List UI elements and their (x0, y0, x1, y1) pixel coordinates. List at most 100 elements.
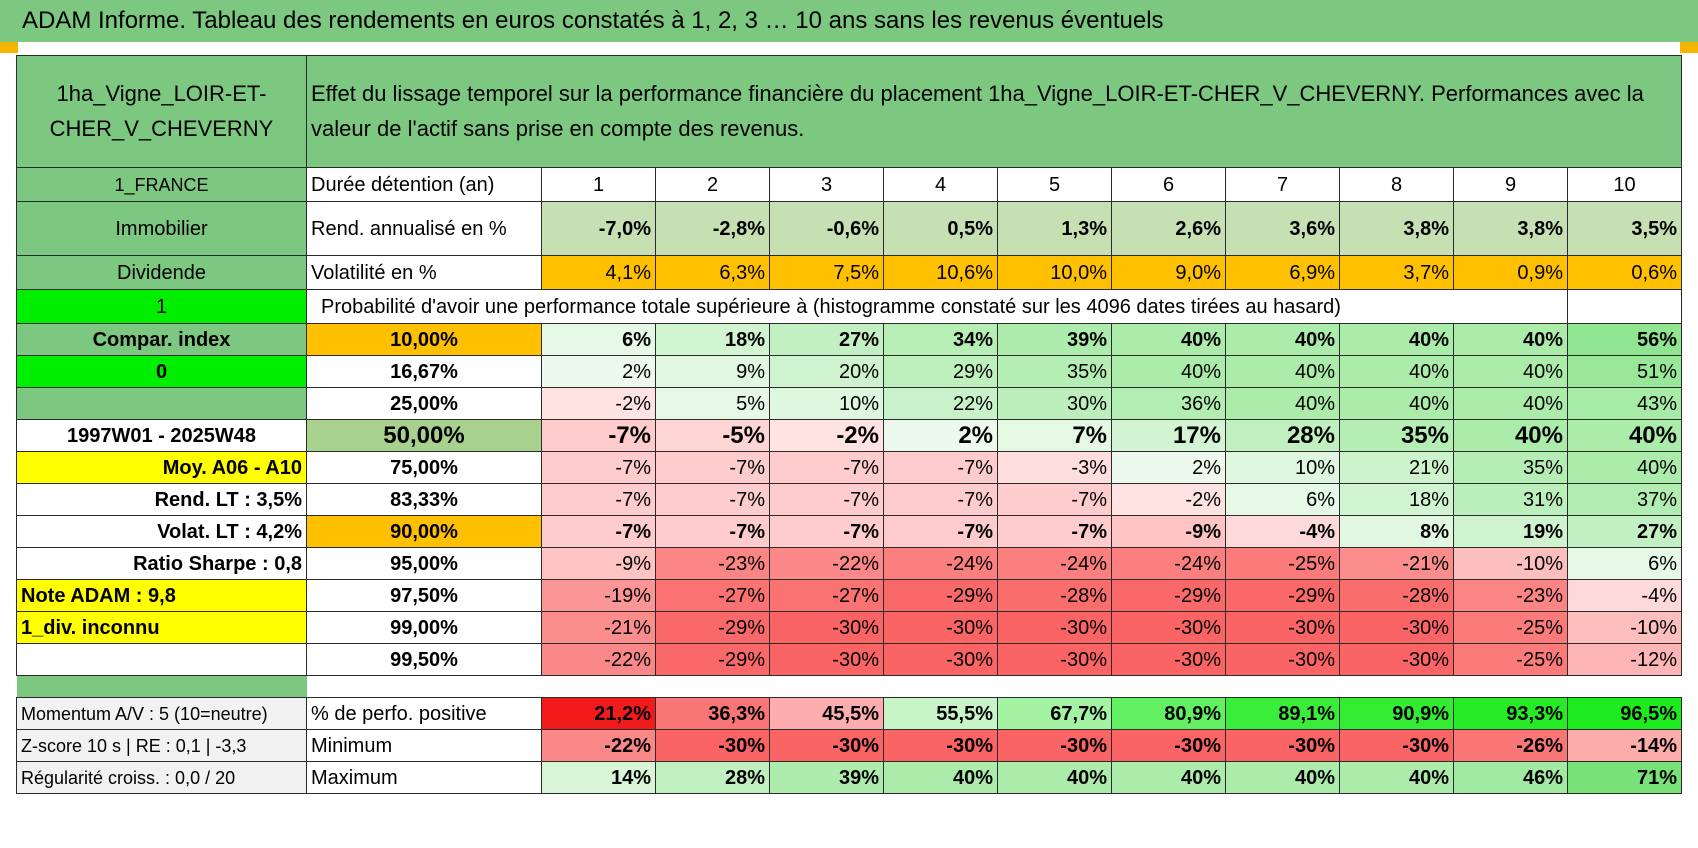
category-label: Immobilier (16, 201, 307, 256)
quantile-value: -7% (997, 483, 1112, 516)
rend-value-6: 2,6% (1111, 201, 1226, 256)
quantile-threshold: 99,50% (306, 643, 542, 676)
year-header-3: 3 (769, 167, 884, 202)
maximum-value: 46% (1453, 761, 1568, 794)
quantile-value: 5% (655, 387, 770, 420)
quantile-row: Ratio Sharpe : 0,8 95,00% -9% -23% -22% -24% -… (16, 547, 1682, 580)
quantile-value: -9% (1111, 515, 1226, 548)
minimum-value: -30% (1225, 729, 1340, 762)
quantile-value: 40% (1453, 387, 1568, 420)
quantile-value: 2% (541, 355, 656, 388)
zscore-label: Z-score 10 s | RE : 0,1 | -3,3 (16, 729, 307, 762)
quantile-value: 10% (1225, 451, 1340, 484)
quantile-row: Note ADAM : 9,8 97,50% -19% -27% -27% -29% -28… (16, 579, 1682, 612)
quantile-value: -24% (997, 547, 1112, 580)
quantile-threshold: 83,33% (306, 483, 542, 516)
quantile-value: -30% (769, 611, 884, 644)
rend-value-3: -0,6% (769, 201, 884, 256)
quantile-value: 7% (997, 419, 1112, 452)
quantile-value: -10% (1453, 547, 1568, 580)
quantile-value: 10% (769, 387, 884, 420)
vol-value-2: 6,3% (655, 255, 770, 290)
quantile-row: Moy. A06 - A10 75,00% -7% -7% -7% -7% -3% 2% 10%… (16, 451, 1682, 484)
quantile-value: -2% (1111, 483, 1226, 516)
quantile-value: -30% (1225, 611, 1340, 644)
quantile-value: 36% (1111, 387, 1226, 420)
quantile-value: 29% (883, 355, 998, 388)
compar-index-label: Compar. index (16, 323, 307, 356)
vol-value-3: 7,5% (769, 255, 884, 290)
div-label: 1_div. inconnu (16, 611, 307, 644)
pct-pos-value: 45,5% (769, 697, 884, 730)
quantile-value: 6% (541, 323, 656, 356)
quantile-value: -29% (1225, 579, 1340, 612)
quantile-value: 27% (769, 323, 884, 356)
quantile-value: 30% (997, 387, 1112, 420)
quantile-value: -21% (1339, 547, 1454, 580)
returns-table: 1ha_Vigne_LOIR-ET-CHER_V_CHEVERNY Effet … (16, 55, 1682, 794)
year-header-4: 4 (883, 167, 998, 202)
pct-pos-value: 96,5% (1567, 697, 1682, 730)
spacer-blank (307, 676, 1682, 698)
minimum-value: -30% (1339, 729, 1454, 762)
quantile-value: 51% (1567, 355, 1682, 388)
quantile-row: 99,50% -22% -29% -30% -30% -30% -30% -30% -30% -2… (16, 643, 1682, 676)
quantile-value: -28% (1339, 579, 1454, 612)
quantile-value: 40% (1225, 355, 1340, 388)
quantile-value: -29% (655, 611, 770, 644)
maximum-value: 40% (997, 761, 1112, 794)
maximum-row: Régularité croiss. : 0,0 / 20 Maximum 14% 2… (16, 761, 1682, 794)
maximum-value: 28% (655, 761, 770, 794)
quantile-value: 40% (1225, 387, 1340, 420)
quantile-value: 40% (1453, 419, 1568, 452)
vol-value-9: 0,9% (1453, 255, 1568, 290)
quantile-value: -4% (1567, 579, 1682, 612)
quantile-value: -28% (997, 579, 1112, 612)
quantile-value: -4% (1225, 515, 1340, 548)
proba-empty-10 (1567, 289, 1682, 324)
quantile-value: -7% (541, 515, 656, 548)
quantile-value: -7% (655, 483, 770, 516)
country-label: 1_FRANCE (16, 167, 307, 202)
minimum-value: -30% (769, 729, 884, 762)
quantile-value: 39% (997, 323, 1112, 356)
quantile-value: -7% (541, 483, 656, 516)
quantile-value: 40% (1111, 355, 1226, 388)
quantile-value: -22% (541, 643, 656, 676)
maximum-value: 40% (1339, 761, 1454, 794)
quantile-value: 2% (1111, 451, 1226, 484)
rend-value-9: 3,8% (1453, 201, 1568, 256)
quantile-value: -30% (1111, 611, 1226, 644)
vol-value-6: 9,0% (1111, 255, 1226, 290)
quantile-value: -19% (541, 579, 656, 612)
quantile-value: -22% (769, 547, 884, 580)
volat-lt-label: Volat. LT : 4,2% (16, 515, 307, 548)
quantile-value: 31% (1453, 483, 1568, 516)
quantile-value: 18% (655, 323, 770, 356)
quantile-value: 6% (1567, 547, 1682, 580)
maximum-value: 40% (883, 761, 998, 794)
rend-value-2: -2,8% (655, 201, 770, 256)
pct-pos-value: 55,5% (883, 697, 998, 730)
quantile-value: 20% (769, 355, 884, 388)
quantile-value: 2% (883, 419, 998, 452)
quantile-value: 22% (883, 387, 998, 420)
quantile-value: -7% (883, 515, 998, 548)
quantile-value: -12% (1567, 643, 1682, 676)
quantile-threshold: 50,00% (306, 419, 542, 452)
quantile-row: 1_div. inconnu 99,00% -21% -29% -30% -30% -30%… (16, 611, 1682, 644)
pct-pos-label: % de perfo. positive (306, 697, 542, 730)
quantile-value: 17% (1111, 419, 1226, 452)
quantile-value: -7% (541, 451, 656, 484)
year-header-5: 5 (997, 167, 1112, 202)
dividend-flag: 1 (16, 289, 307, 324)
quantile-value: 43% (1567, 387, 1682, 420)
quantile-value: 40% (1339, 323, 1454, 356)
quantile-value: -3% (997, 451, 1112, 484)
maximum-value: 14% (541, 761, 656, 794)
quantile-value: -29% (883, 579, 998, 612)
quantile-value: -10% (1567, 611, 1682, 644)
quantile-value: 35% (1453, 451, 1568, 484)
quantile-value: 21% (1339, 451, 1454, 484)
quantile-value: -7% (883, 451, 998, 484)
